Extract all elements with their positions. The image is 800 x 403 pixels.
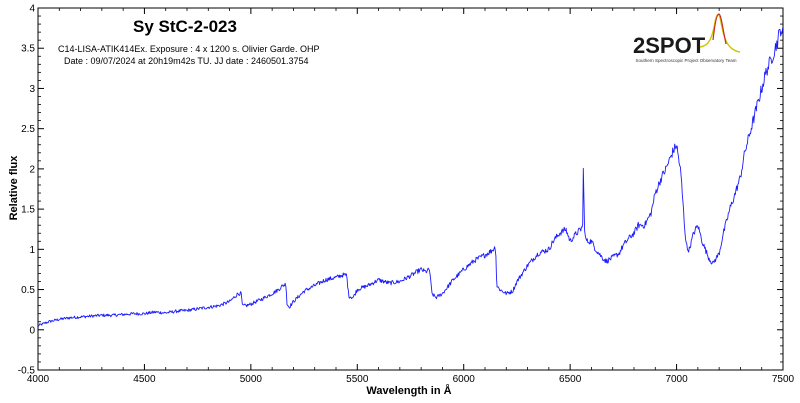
chart-subtitle-line-2: Date : 09/07/2024 at 20h19m42s TU. JJ da… xyxy=(64,56,309,66)
spectrum-series-line xyxy=(37,28,784,327)
2spot-logo: 2SPOT Southern Spectroscopic Project Obs… xyxy=(633,13,741,63)
x-tick-label: 7500 xyxy=(772,374,795,385)
x-tick-label: 4500 xyxy=(133,374,156,385)
y-tick-label: 4 xyxy=(29,4,35,15)
plot-frame xyxy=(37,7,784,371)
chart-subtitle-line-1: C14-LISA-ATIK414Ex. Exposure : 4 x 1200 … xyxy=(58,44,319,54)
y-tick-label: 2.5 xyxy=(21,124,35,135)
y-axis-label: Relative flux xyxy=(8,155,20,221)
logo-text: 2SPOT xyxy=(633,33,706,58)
x-tick-label: 5000 xyxy=(240,374,263,385)
x-tick-label: 7000 xyxy=(665,374,688,385)
x-axis-ticks: 4000 4500 5000 5500 6000 6500 7000 7500 xyxy=(27,8,795,385)
x-tick-label: 5500 xyxy=(346,374,369,385)
y-tick-label: 1 xyxy=(29,245,35,256)
y-tick-label: 0 xyxy=(29,325,35,336)
y-tick-label: -0.5 xyxy=(18,366,36,377)
y-tick-label: 2 xyxy=(29,164,35,175)
x-axis-label: Wavelength in Å xyxy=(366,384,451,397)
y-tick-label: 3.5 xyxy=(21,44,35,55)
logo-tagline: Southern Spectroscopic Project Observato… xyxy=(636,58,737,63)
x-tick-label: 4000 xyxy=(27,374,50,385)
logo-spectrum-peak-icon xyxy=(712,13,727,45)
chart-title: Sy StC-2-023 xyxy=(133,17,237,36)
x-tick-label: 6000 xyxy=(453,374,476,385)
y-tick-label: 3 xyxy=(29,84,35,95)
y-tick-label: 0.5 xyxy=(21,285,35,296)
y-tick-label: 1.5 xyxy=(21,205,35,216)
y-axis-ticks: -0.5 0 0.5 1 1.5 2 2.5 3 3.5 4 xyxy=(18,4,783,377)
x-tick-label: 6500 xyxy=(559,374,582,385)
